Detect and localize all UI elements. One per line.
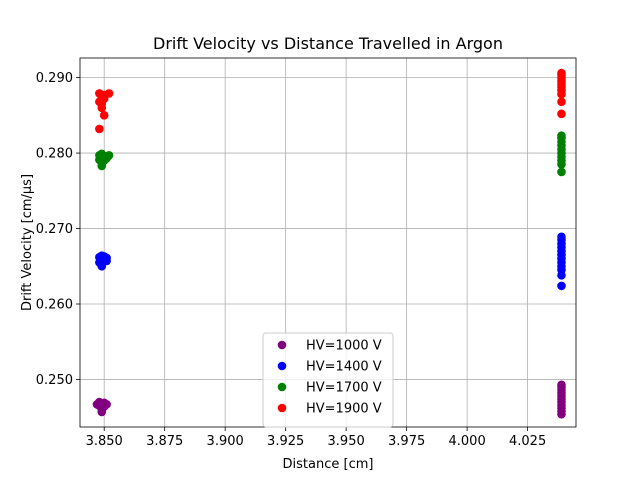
data-point — [102, 256, 111, 266]
grid-layer — [80, 58, 576, 427]
x-tick-label: 3.975 — [388, 434, 425, 449]
y-axis-title: Drift Velocity [cm/μs] — [20, 174, 35, 311]
x-axis-title: Distance [cm] — [283, 457, 374, 472]
y-tick-label: 0.280 — [36, 147, 73, 162]
data-point — [97, 403, 107, 412]
legend-label: HV=1900 V — [306, 402, 382, 417]
data-point — [99, 111, 109, 120]
data-point — [557, 97, 566, 107]
data-point — [557, 380, 566, 390]
data-point — [95, 97, 104, 107]
x-tick-label: 3.925 — [267, 434, 304, 449]
legend-marker — [277, 382, 287, 392]
legend-marker — [277, 340, 287, 350]
x-tick-label: 3.850 — [86, 434, 123, 449]
y-tick-label: 0.270 — [36, 222, 73, 237]
legend-box — [262, 332, 394, 428]
ticks-layer: 3.850 3.875 3.900 3.925 3.950 3.975 4.000 4.025… — [36, 71, 546, 449]
legend-label: HV=1400 V — [306, 360, 382, 375]
data-point — [557, 281, 566, 291]
legend-label: HV=1700 V — [306, 381, 382, 396]
x-tick-label: 3.900 — [207, 434, 244, 449]
data-point — [557, 68, 566, 78]
y-tick-label: 0.260 — [36, 298, 73, 313]
x-tick-label: 3.950 — [328, 434, 365, 449]
x-tick-label: 4.000 — [449, 434, 486, 449]
data-point — [557, 109, 566, 119]
data-point — [97, 149, 107, 159]
legend-marker — [277, 403, 287, 413]
data-point — [557, 131, 566, 141]
legend: HV=1000 V HV=1400 V HV=1700 V HV=1900 V — [262, 332, 394, 428]
data-point — [557, 167, 566, 177]
legend-marker — [277, 361, 287, 371]
chart-title: Drift Velocity vs Distance Travelled in … — [153, 34, 503, 53]
data-point — [95, 124, 104, 134]
data-point — [95, 258, 104, 267]
data-point — [104, 151, 114, 160]
legend-label: HV=1000 V — [306, 339, 382, 354]
points-layer — [92, 68, 566, 419]
data-point — [104, 89, 114, 98]
x-tick-label: 3.875 — [146, 434, 183, 449]
x-tick-label: 4.025 — [509, 434, 546, 449]
y-tick-label: 0.290 — [36, 71, 73, 86]
y-tick-label: 0.250 — [36, 373, 73, 388]
data-point — [557, 232, 566, 242]
